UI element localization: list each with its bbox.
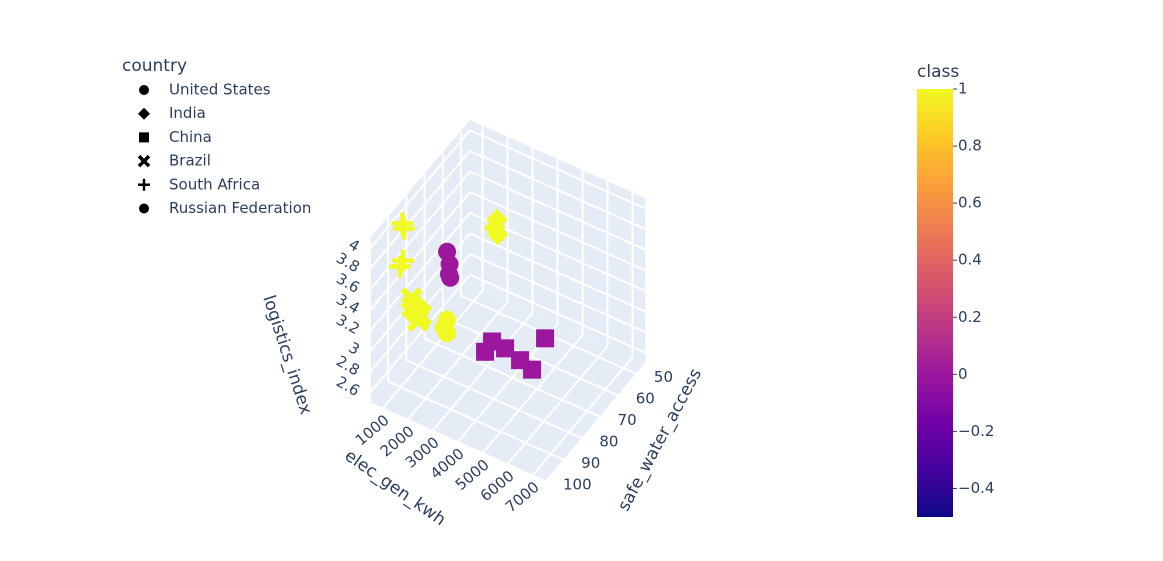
legend-label: India [169, 104, 206, 122]
data-point [389, 255, 411, 278]
x-grid-line [431, 312, 534, 432]
x-wall-pane [370, 120, 470, 403]
legend-symbol [139, 132, 149, 143]
z-grid-line [469, 232, 646, 313]
z-grid-line [469, 129, 646, 210]
colorbar-tick-label: 0.2 [958, 308, 982, 326]
x-grid-line [481, 334, 584, 454]
legend-label: Russian Federation [169, 199, 311, 217]
z-grid-line [369, 191, 471, 311]
scene [369, 120, 646, 482]
y-grid-line [405, 359, 582, 440]
z-grid-line [469, 170, 646, 251]
y-tick-label: 100 [563, 476, 592, 494]
data-point [523, 360, 542, 379]
x-grid-line [506, 345, 609, 465]
legend-symbol [137, 154, 151, 168]
legend-item[interactable]: United States [139, 81, 271, 99]
data-point [486, 223, 509, 246]
z-tick-label: 3.4 [333, 290, 363, 318]
z-grid-line [369, 170, 471, 291]
legend-item[interactable]: Brazil [137, 152, 211, 170]
data-point [393, 217, 415, 240]
legend-label: South Africa [169, 175, 260, 193]
legend-item[interactable]: Russian Federation [139, 199, 311, 217]
colorbar [917, 89, 953, 517]
z-grid-line [469, 191, 646, 272]
z-grid-line [469, 150, 646, 230]
z-grid-line [369, 274, 471, 394]
colorbar-tick-label: 0.4 [958, 251, 982, 269]
z-grid-line [369, 212, 471, 332]
colorbar-tick-label: −0.2 [958, 422, 994, 440]
y-tick-label: 50 [654, 368, 673, 386]
x-grid-line [531, 356, 634, 477]
data-point [400, 287, 423, 310]
y-tick-label: 70 [618, 411, 637, 429]
z-grid-line [369, 129, 471, 249]
colorbar-tick-label: 1 [958, 80, 968, 98]
legend-item[interactable]: China [139, 128, 212, 146]
colorbar-tick-label: −0.4 [958, 479, 994, 497]
y-grid-line [387, 380, 564, 461]
colorbar-tick-label: 0.8 [958, 137, 982, 155]
data-point [496, 339, 515, 358]
data-point [406, 309, 430, 332]
colorbar-tick-label: 0.6 [958, 194, 982, 212]
y-tick-label: 60 [636, 390, 655, 408]
z-tick-label: 2.8 [333, 352, 363, 380]
legend-symbol [139, 203, 149, 214]
legend-label: Brazil [169, 152, 211, 170]
legend-label: United States [169, 81, 271, 99]
colorbar-title: class [917, 62, 959, 82]
x-grid-line [406, 301, 509, 421]
legend-item[interactable]: India [138, 104, 206, 122]
y-axis-title: safe_water_access [614, 365, 706, 514]
legend-symbol [138, 178, 150, 191]
z-grid-line [369, 150, 471, 270]
z-tick-label: 2.6 [333, 373, 363, 401]
legend-label: China [169, 128, 212, 146]
data-point [441, 268, 460, 287]
z-grid-line [469, 253, 646, 333]
z-tick-label: 3.6 [333, 269, 363, 297]
z-axis-title: logistics_index [258, 293, 315, 417]
data-point [536, 329, 555, 348]
x-axis-title: elec_gen_kwh [341, 446, 450, 530]
legend-symbol [138, 107, 150, 120]
z-tick-label: 3.2 [333, 311, 363, 339]
z-tick-label: 3.8 [333, 249, 363, 277]
y-grid-line [424, 337, 600, 418]
y-grid-line [442, 316, 619, 397]
legend-item[interactable]: South Africa [138, 175, 260, 193]
y-tick-label: 80 [599, 433, 618, 451]
y-tick-label: 90 [581, 454, 600, 472]
x-grid-line [381, 289, 484, 410]
legend-symbol [139, 85, 149, 95]
colorbar-tick-label: 0 [958, 365, 968, 383]
z-grid-line [469, 273, 646, 354]
y-grid-line [369, 402, 546, 482]
legend-title: country [122, 56, 187, 76]
data-point [434, 318, 453, 337]
